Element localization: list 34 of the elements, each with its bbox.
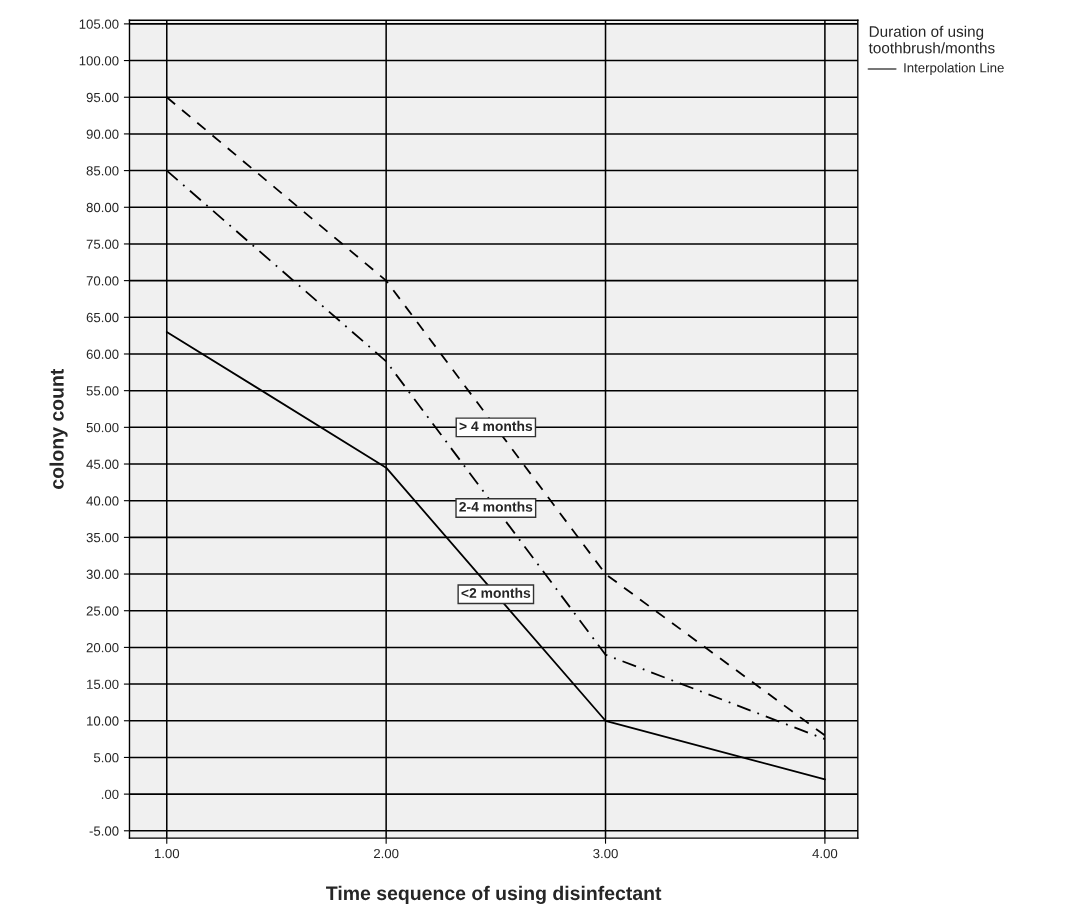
y-tick-label: 20.00 — [86, 642, 119, 653]
x-axis-title: Time sequence of using disinfectant — [326, 885, 662, 905]
y-tick-label: 80.00 — [86, 202, 119, 213]
y-tick-label: 40.00 — [86, 496, 119, 506]
x-tick-label: 2.00 — [373, 848, 399, 859]
y-axis-title: colony count — [49, 368, 68, 489]
y-tick-label: 25.00 — [86, 606, 119, 616]
y-tick-label: 15.00 — [87, 679, 119, 689]
y-tick-label: 65.00 — [86, 312, 119, 323]
legend-title: Duration of using toothbrush/months — [868, 25, 995, 54]
y-tick-label: .00 — [101, 789, 119, 800]
y-tick-label: 55.00 — [86, 386, 119, 396]
y-tick-label: 5.00 — [93, 753, 119, 763]
y-tick-label: 85.00 — [86, 166, 119, 176]
y-tick-label: 10.00 — [87, 716, 119, 726]
y-tick-label: 75.00 — [86, 239, 119, 249]
y-tick-label: 45.00 — [86, 459, 119, 469]
y-tick-label: 70.00 — [86, 276, 119, 286]
series-label: > 4 months — [459, 420, 533, 432]
y-tick-label: 50.00 — [86, 422, 119, 433]
y-tick-label: 90.00 — [86, 129, 119, 139]
y-tick-label: 30.00 — [86, 569, 119, 579]
y-tick-label: -5.00 — [89, 826, 119, 836]
y-tick-label: 60.00 — [86, 349, 119, 359]
y-tick-label: 95.00 — [86, 92, 119, 103]
series-label: <2 months — [461, 587, 531, 598]
y-tick-label: 100.00 — [79, 56, 119, 66]
x-tick-label: 4.00 — [812, 848, 838, 859]
x-tick-label: 3.00 — [593, 848, 618, 859]
y-tick-label: 35.00 — [86, 532, 119, 543]
y-tick-label: 105.00 — [79, 19, 119, 29]
x-tick-label: 1.00 — [154, 848, 180, 859]
text: Interpolation Line — [904, 62, 1004, 76]
series-label: 2-4 months — [459, 501, 533, 512]
